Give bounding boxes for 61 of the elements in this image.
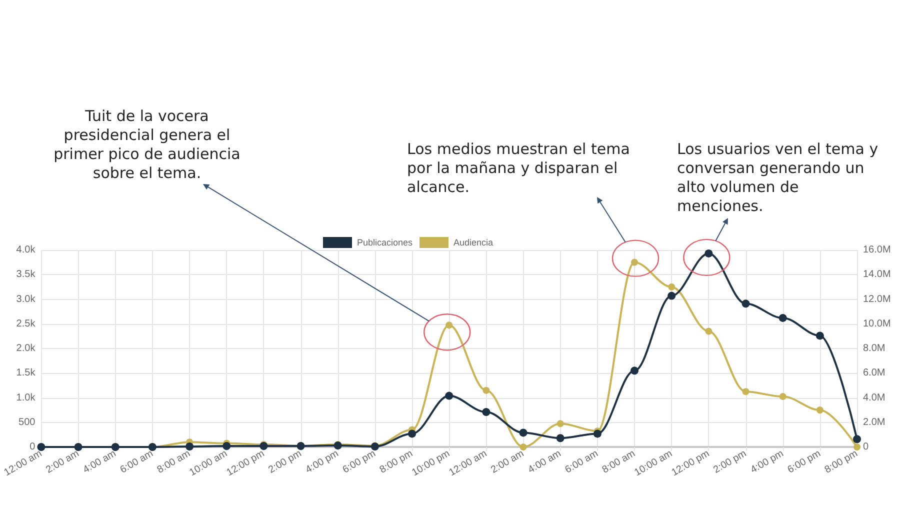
legend-label: Audiencia — [454, 238, 494, 248]
y2-tick-label: 2.0M — [863, 416, 886, 428]
y2-tick-label: 4.0M — [863, 392, 886, 404]
point — [222, 442, 231, 450]
x-tick-label: 6:00 pm — [786, 448, 823, 476]
point — [779, 393, 786, 400]
y-tick-label: 500 — [18, 416, 36, 428]
point — [445, 392, 454, 400]
point — [742, 388, 750, 396]
x-tick-label: 4:00 am — [526, 448, 564, 476]
x-tick-label: 6:00 am — [118, 448, 156, 476]
point — [556, 434, 564, 442]
x-tick-label: 4:00 am — [81, 448, 118, 476]
x-tick-label: 8:00 pm — [823, 448, 860, 476]
text: Los usuarios ven el tema y conversan generando un alto volumen de menciones. — [677, 140, 880, 216]
point — [816, 332, 824, 340]
y-tick-label: 3.5k — [16, 269, 36, 280]
y-tick-label: 1.0k — [16, 392, 36, 404]
x-tick-label: 4:00 pm — [304, 448, 341, 476]
point — [778, 314, 787, 322]
legend-label: Publicaciones — [357, 238, 414, 248]
point — [446, 322, 453, 329]
y2-tick-label: 0 — [863, 442, 869, 452]
point — [704, 249, 713, 258]
y2-tick-label: 10.0M — [863, 318, 891, 330]
point — [37, 443, 46, 451]
point — [705, 328, 712, 335]
x-tick-label: 2:00 am — [489, 448, 526, 476]
point — [853, 435, 861, 444]
x-tick-label: 2:00 pm — [712, 448, 749, 476]
point — [668, 283, 676, 290]
y-tick-label: 2.0k — [16, 343, 36, 354]
point — [630, 366, 639, 375]
point — [668, 292, 676, 300]
y2-tick-label: 14.0M — [863, 269, 891, 280]
point — [593, 430, 602, 438]
point — [631, 258, 638, 266]
point — [816, 406, 824, 414]
point — [482, 408, 490, 416]
point — [408, 430, 416, 438]
y2-tick-label: 12.0M — [863, 294, 891, 305]
y2-tick-label: 6.0M — [863, 368, 886, 379]
y2-tick-label: 8.0M — [863, 343, 886, 354]
point — [482, 386, 490, 394]
text: Los medios muestran el tema por la mañana y disparan el alcance. — [407, 140, 631, 197]
point — [742, 300, 750, 308]
point — [74, 443, 82, 451]
x-tick-label: 6:00 am — [563, 448, 600, 476]
y-tick-label: 3.0k — [16, 294, 36, 305]
x-tick-label: 6:00 pm — [340, 448, 378, 476]
text: Tuit de la vocera presidencial genera el primer pico de audiencia sobre el tema. — [52, 107, 242, 183]
point — [186, 442, 194, 451]
y-tick-label: 1.5k — [16, 368, 36, 379]
x-tick-label: 4:00 pm — [748, 448, 786, 476]
point — [556, 420, 564, 428]
x-tick-label: 2:00 am — [44, 448, 82, 476]
y-tick-label: 4.0k — [16, 244, 36, 256]
y2-tick-label: 16.0M — [863, 244, 891, 256]
y-tick-label: 2.5k — [16, 318, 36, 330]
x-tick-label: 2:00 pm — [266, 448, 304, 476]
point — [519, 428, 528, 437]
